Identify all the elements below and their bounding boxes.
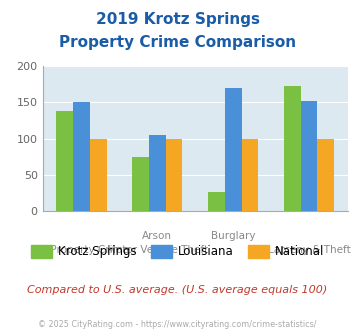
Bar [317,139,334,211]
Text: All Property Crime: All Property Crime [34,245,129,254]
Text: Compared to U.S. average. (U.S. average equals 100): Compared to U.S. average. (U.S. average … [27,285,328,295]
Bar [56,111,73,211]
Bar [241,139,258,211]
Bar [208,192,225,211]
Text: Arson: Arson [142,231,172,241]
Text: Motor Vehicle Theft: Motor Vehicle Theft [107,245,208,254]
Bar [132,157,149,211]
Bar [90,139,106,211]
Bar [301,101,317,211]
Text: © 2025 CityRating.com - https://www.cityrating.com/crime-statistics/: © 2025 CityRating.com - https://www.city… [38,320,317,329]
Text: 2019 Krotz Springs: 2019 Krotz Springs [95,12,260,26]
Bar [73,102,90,211]
Bar [225,88,241,211]
Text: Burglary: Burglary [211,231,255,241]
Legend: Krotz Springs, Louisiana, National: Krotz Springs, Louisiana, National [26,240,329,263]
Bar [284,86,301,211]
Bar [166,139,182,211]
Text: Property Crime Comparison: Property Crime Comparison [59,35,296,50]
Bar [149,135,166,211]
Text: Larceny & Theft: Larceny & Theft [268,245,350,254]
